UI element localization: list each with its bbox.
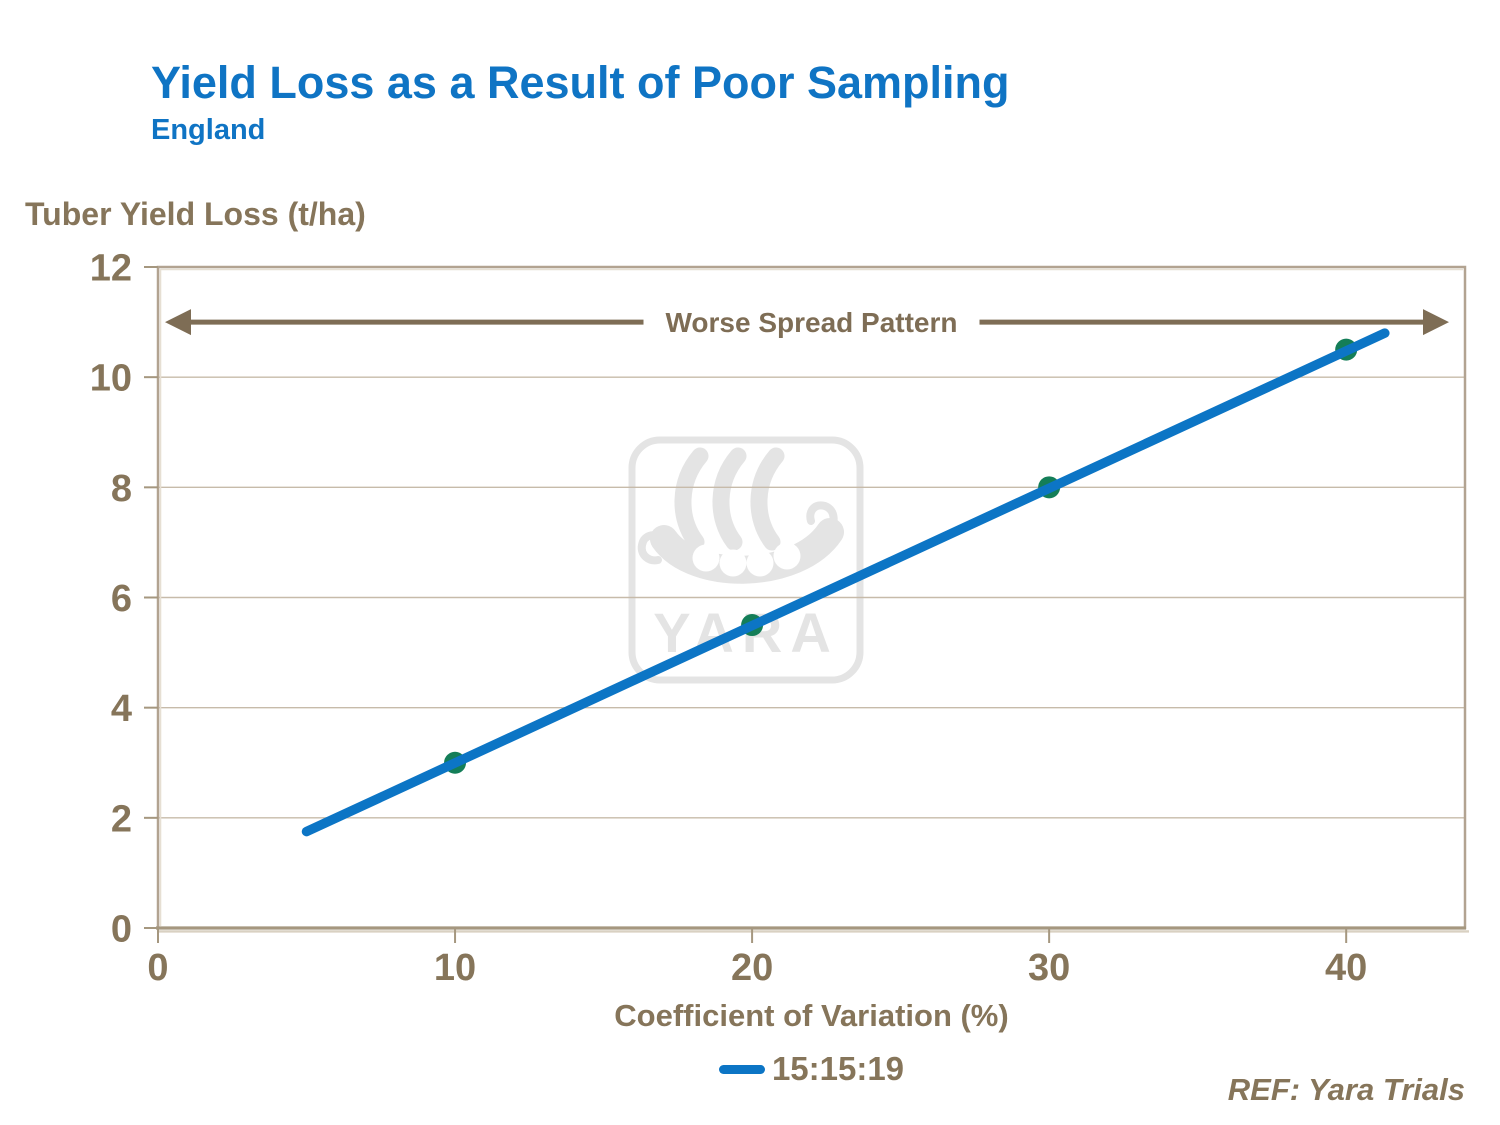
x-tick-label: 30 [1028, 947, 1070, 989]
x-tick-label: 10 [434, 947, 476, 989]
spread-arrow: Worse Spread Pattern [165, 307, 1449, 338]
series-line [301, 328, 1390, 837]
ship-shields [692, 542, 801, 577]
legend-series-label: 15:15:19 [771, 1050, 905, 1087]
series-group [301, 328, 1390, 837]
y-tick-label: 4 [111, 688, 132, 730]
x-tick-label: 20 [731, 947, 773, 989]
arrow-head-left-icon [165, 309, 191, 336]
x-tick-label: 40 [1325, 947, 1367, 989]
legend: 15:15:19 [158, 1050, 1465, 1088]
y-tick-label: 6 [111, 578, 132, 620]
spread-annotation: Worse Spread Pattern [665, 307, 957, 338]
reference-note: REF: Yara Trials [1227, 1072, 1465, 1107]
y-tick-label: 0 [111, 909, 132, 951]
ticks-group [144, 266, 1348, 943]
y-tick-label: 10 [90, 358, 132, 400]
header: Yield Loss as a Result of Poor Sampling … [151, 57, 1010, 147]
legend-entry: 15:15:19 [718, 1050, 905, 1088]
y-tick-label: 12 [90, 248, 132, 290]
plot-area: 0 10 20 30 40 0 2 4 6 8 10 12 Worse Spread Pattern [90, 248, 1469, 990]
legend-line-swatch [718, 1064, 765, 1074]
arrow-head-right-icon [1423, 309, 1449, 336]
watermark-frame [628, 436, 864, 684]
tick-labels-group: 0 10 20 30 40 0 2 4 6 8 10 12 [90, 248, 1368, 990]
chart-title: Yield Loss as a Result of Poor Sampling [151, 57, 1010, 108]
x-axis-title: Coefficient of Variation (%) [614, 998, 1009, 1033]
y-tick-label: 8 [111, 468, 132, 510]
x-tick-label: 0 [147, 947, 168, 989]
y-tick-label: 2 [111, 798, 132, 840]
chart-subtitle: England [151, 114, 266, 146]
y-axis-title: Tuber Yield Loss (t/ha) [25, 196, 366, 232]
viking-ship-icon [637, 447, 844, 584]
